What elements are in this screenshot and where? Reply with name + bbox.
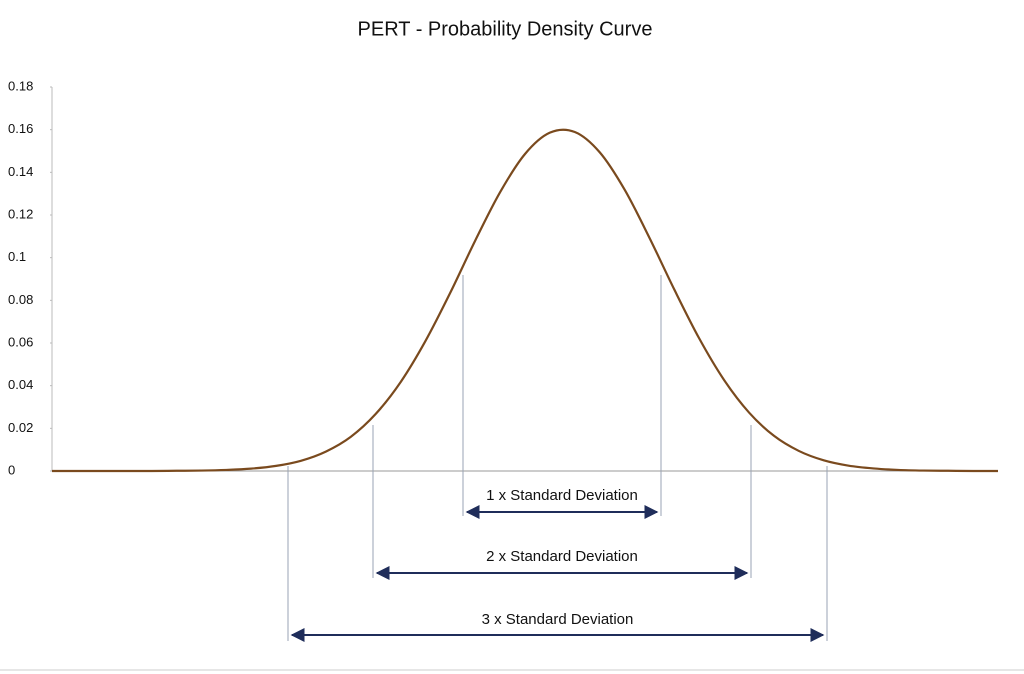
chart-title: PERT - Probability Density Curve xyxy=(358,18,653,40)
y-tick-label: 0.14 xyxy=(8,164,33,179)
y-tick-label: 0.08 xyxy=(8,292,33,307)
y-tick-label: 0.1 xyxy=(8,249,26,264)
y-tick-label: 0.04 xyxy=(8,377,33,392)
y-tick-label: 0.18 xyxy=(8,78,33,93)
sd-label: 1 x Standard Deviation xyxy=(486,487,638,504)
y-tick-label: 0.02 xyxy=(8,420,33,435)
y-tick-label: 0.12 xyxy=(8,206,33,221)
y-tick-label: 0.16 xyxy=(8,121,33,136)
y-tick-label: 0.06 xyxy=(8,334,33,349)
density-curve xyxy=(52,128,999,473)
sd-label: 2 x Standard Deviation xyxy=(486,548,638,565)
sd-label: 3 x Standard Deviation xyxy=(482,611,634,628)
y-tick-label: 0 xyxy=(8,462,15,477)
